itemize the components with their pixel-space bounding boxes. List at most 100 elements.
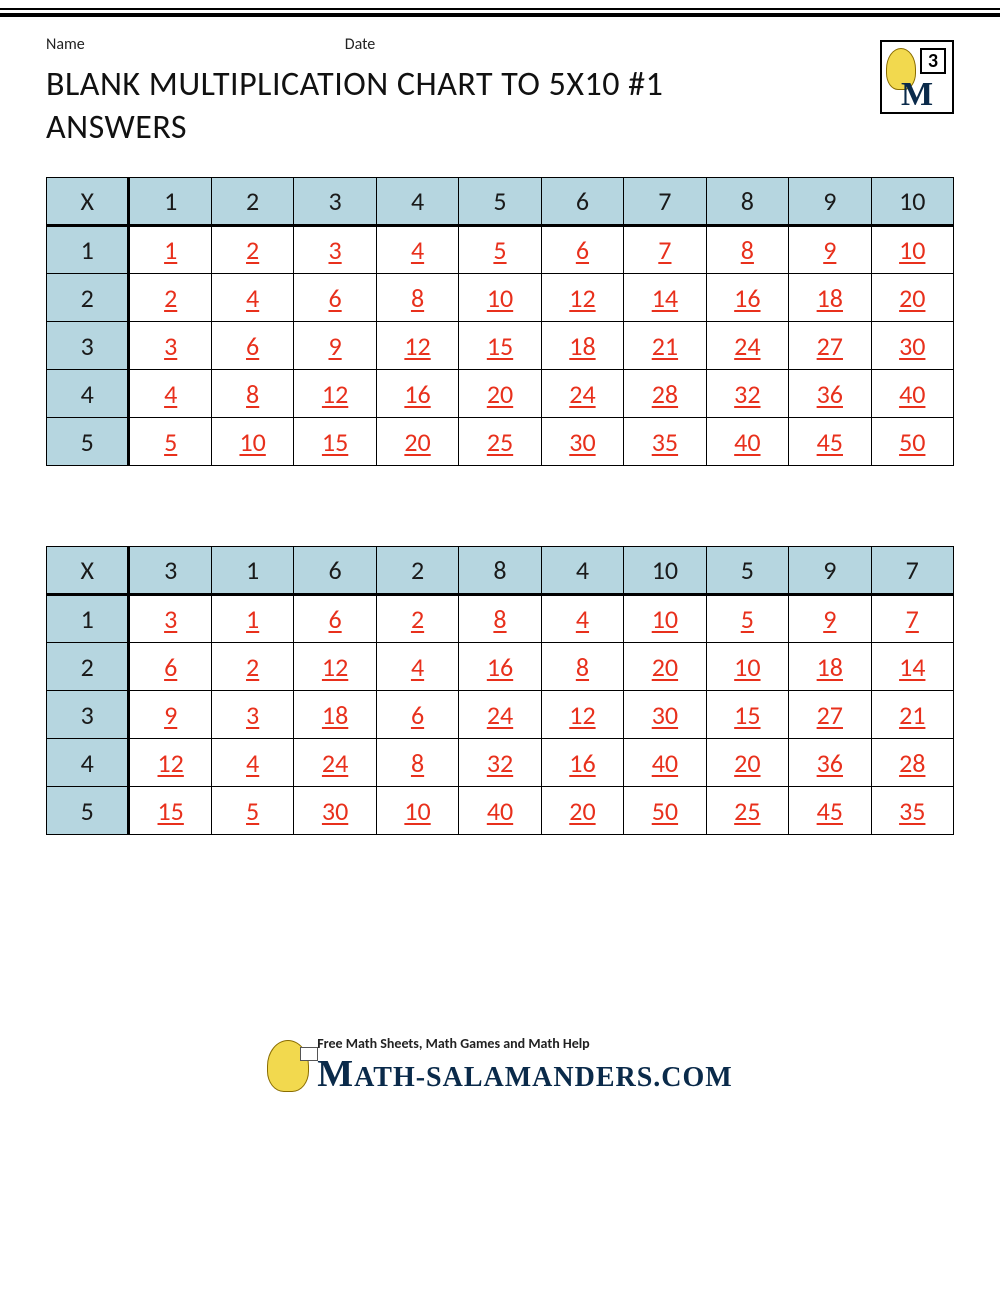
table2-answer: 24	[487, 699, 513, 731]
table1-answer: 7	[658, 234, 671, 266]
table2-answer: 27	[817, 699, 843, 731]
table2-cell: 6	[376, 691, 458, 739]
table2-cell: 9	[129, 691, 211, 739]
table2-cell: 50	[624, 787, 706, 835]
table1-cell: 12	[376, 322, 458, 370]
table2-col-header: 10	[624, 547, 706, 595]
table2-cell: 8	[376, 739, 458, 787]
table2-cell: 15	[706, 691, 788, 739]
table1-answer: 5	[164, 426, 177, 458]
table2-col-header: 5	[706, 547, 788, 595]
table2-answer: 14	[899, 651, 925, 683]
table2-col-header: 9	[789, 547, 871, 595]
table2-cell: 45	[789, 787, 871, 835]
table1-cell: 6	[541, 226, 623, 274]
table1-row: 22468101214161820	[47, 274, 954, 322]
table2-cell: 4	[541, 595, 623, 643]
table2-col-header: 2	[376, 547, 458, 595]
table1-row: 336912151821242730	[47, 322, 954, 370]
table1-answer: 24	[734, 330, 760, 362]
table2-answer: 10	[652, 603, 678, 635]
table1-row-header: 1	[47, 226, 129, 274]
table2-cell: 12	[541, 691, 623, 739]
table2-answer: 12	[322, 651, 348, 683]
table2-answer: 40	[487, 795, 513, 827]
table2-cell: 30	[624, 691, 706, 739]
table2-answer: 6	[164, 651, 177, 683]
table2-answer: 8	[493, 603, 506, 635]
table2-answer: 5	[246, 795, 259, 827]
footer-brand: MATH-SALAMANDERS.COM	[317, 1052, 732, 1096]
table2-answer: 15	[734, 699, 760, 731]
multiplication-table-2: X31628410597 131628410597262124168201018…	[46, 546, 954, 835]
table2-answer: 50	[652, 795, 678, 827]
table2-cell: 8	[541, 643, 623, 691]
table2-col-header: 7	[871, 547, 953, 595]
table2-cell: 36	[789, 739, 871, 787]
table1-col-header: 4	[376, 178, 458, 226]
table1-cell: 20	[459, 370, 541, 418]
table1-answer: 5	[493, 234, 506, 266]
table2-answer: 9	[164, 699, 177, 731]
table1-answer: 4	[246, 282, 259, 314]
table1-answer: 16	[404, 378, 430, 410]
table1-cell: 15	[459, 322, 541, 370]
table2-cell: 16	[459, 643, 541, 691]
table2-answer: 16	[569, 747, 595, 779]
table1-answer: 12	[322, 378, 348, 410]
table1-cell: 10	[211, 418, 293, 466]
table1-cell: 40	[871, 370, 953, 418]
table2-cell: 24	[294, 739, 376, 787]
table2-col-header: 4	[541, 547, 623, 595]
table2-answer: 3	[246, 699, 259, 731]
table1-answer: 21	[652, 330, 678, 362]
table2-cell: 30	[294, 787, 376, 835]
table2-cell: 6	[129, 643, 211, 691]
table1-cell: 12	[541, 274, 623, 322]
table2-cell: 20	[624, 643, 706, 691]
table1-cell: 50	[871, 418, 953, 466]
table1-cell: 10	[871, 226, 953, 274]
table2-answer: 6	[411, 699, 424, 731]
table2-answer: 12	[158, 747, 184, 779]
table1-row: 55101520253035404550	[47, 418, 954, 466]
date-label: Date	[345, 35, 376, 54]
table1-cell: 24	[706, 322, 788, 370]
table1-cell: 10	[459, 274, 541, 322]
title-line-2: ANSWERS	[46, 107, 187, 148]
table1-answer: 18	[817, 282, 843, 314]
table1-answer: 40	[899, 378, 925, 410]
header-row: BLANK MULTIPLICATION CHART TO 5X10 #1 AN…	[46, 60, 954, 177]
table2-answer: 28	[899, 747, 925, 779]
table2-answer: 40	[652, 747, 678, 779]
table2-answer: 10	[734, 651, 760, 683]
table2-cell: 25	[706, 787, 788, 835]
table1-answer: 3	[328, 234, 341, 266]
table1-col-header: 2	[211, 178, 293, 226]
table2-col-header: 8	[459, 547, 541, 595]
table1-cell: 36	[789, 370, 871, 418]
table2-cell: 10	[624, 595, 706, 643]
table2-answer: 2	[411, 603, 424, 635]
table2-cell: 4	[211, 739, 293, 787]
table2-answer: 32	[487, 747, 513, 779]
table2-cell: 6	[294, 595, 376, 643]
table2-row: 131628410597	[47, 595, 954, 643]
table1-cell: 20	[871, 274, 953, 322]
table1-col-header: 8	[706, 178, 788, 226]
table2-answer: 5	[741, 603, 754, 635]
table2-answer: 36	[817, 747, 843, 779]
table2-cell: 5	[706, 595, 788, 643]
table1-answer: 8	[411, 282, 424, 314]
table1-answer: 6	[328, 282, 341, 314]
table2-cell: 40	[459, 787, 541, 835]
table1-answer: 8	[741, 234, 754, 266]
title-line-1: BLANK MULTIPLICATION CHART TO 5X10 #1	[46, 64, 663, 105]
table2-answer: 4	[246, 747, 259, 779]
table2-row: 4124248321640203628	[47, 739, 954, 787]
table2-cell: 20	[706, 739, 788, 787]
grade-badge: 3 M	[880, 40, 954, 114]
table1-cell: 27	[789, 322, 871, 370]
table1-cell: 12	[294, 370, 376, 418]
worksheet-page: Name Date BLANK MULTIPLICATION CHART TO …	[0, 17, 1000, 1117]
